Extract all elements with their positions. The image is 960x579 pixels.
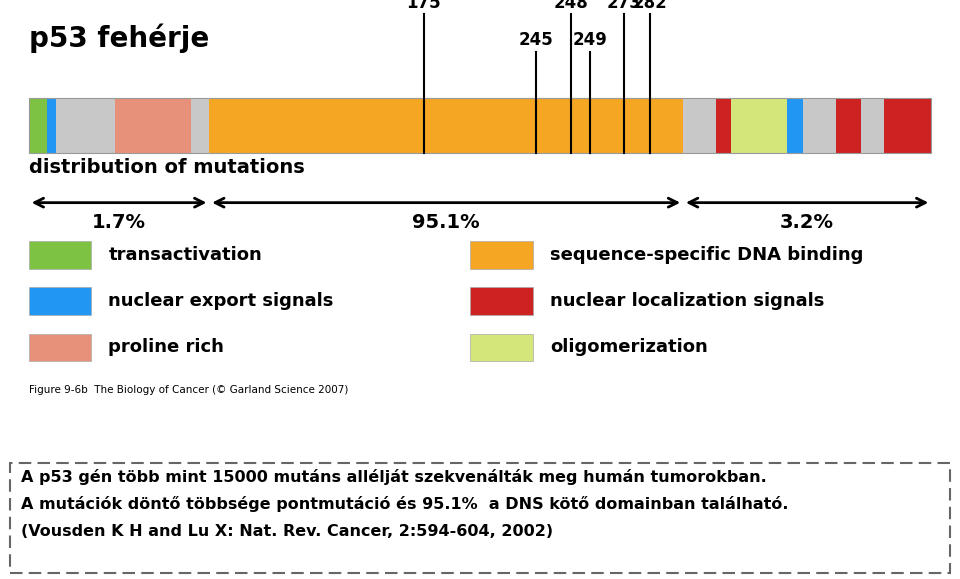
Bar	[470, 334, 533, 361]
Bar	[716, 98, 731, 153]
Text: 248: 248	[554, 0, 588, 12]
Text: (Vousden K H and Lu X: Nat. Rev. Cancer, 2:594-604, 2002): (Vousden K H and Lu X: Nat. Rev. Cancer,…	[21, 525, 553, 540]
Text: transactivation: transactivation	[108, 245, 262, 264]
Text: nuclear localization signals: nuclear localization signals	[550, 292, 825, 310]
Text: A mutációk döntő többsége pontmutáció és 95.1%  a DNS kötő domainban található.: A mutációk döntő többsége pontmutáció és…	[21, 496, 788, 512]
Bar	[884, 98, 931, 153]
Text: Figure 9-6b  The Biology of Cancer (© Garland Science 2007): Figure 9-6b The Biology of Cancer (© Gar…	[29, 385, 348, 395]
Bar	[114, 98, 191, 153]
Text: nuclear export signals: nuclear export signals	[108, 292, 334, 310]
Text: 249: 249	[573, 31, 608, 49]
Bar	[804, 98, 836, 153]
Bar	[29, 334, 91, 361]
Text: 3.2%: 3.2%	[780, 214, 834, 232]
Bar	[470, 287, 533, 315]
Bar	[29, 287, 91, 315]
Text: 282: 282	[633, 0, 667, 12]
Text: proline rich: proline rich	[108, 338, 225, 357]
Bar	[56, 98, 114, 153]
Bar	[29, 241, 91, 269]
Text: sequence-specific DNA binding: sequence-specific DNA binding	[550, 245, 863, 264]
Bar	[787, 98, 804, 153]
Bar	[29, 98, 931, 153]
Text: 175: 175	[406, 0, 441, 12]
Text: 95.1%: 95.1%	[413, 214, 480, 232]
Bar	[29, 98, 47, 153]
Bar	[470, 241, 533, 269]
Text: 273: 273	[607, 0, 642, 12]
Bar	[209, 98, 684, 153]
Bar	[731, 98, 787, 153]
Text: distribution of mutations: distribution of mutations	[29, 157, 304, 177]
Bar	[191, 98, 209, 153]
Text: 245: 245	[518, 31, 553, 49]
Text: p53 fehérje: p53 fehérje	[29, 23, 209, 53]
Bar	[10, 463, 950, 573]
Text: oligomerization: oligomerization	[550, 338, 708, 357]
Text: 1.7%: 1.7%	[92, 214, 146, 232]
Bar	[861, 98, 884, 153]
Text: A p53 gén több mint 15000 mutáns allélját szekvenálták meg humán tumorokban.: A p53 gén több mint 15000 mutáns alléljá…	[21, 469, 767, 485]
Bar	[47, 98, 56, 153]
Bar	[683, 98, 716, 153]
Bar	[836, 98, 861, 153]
